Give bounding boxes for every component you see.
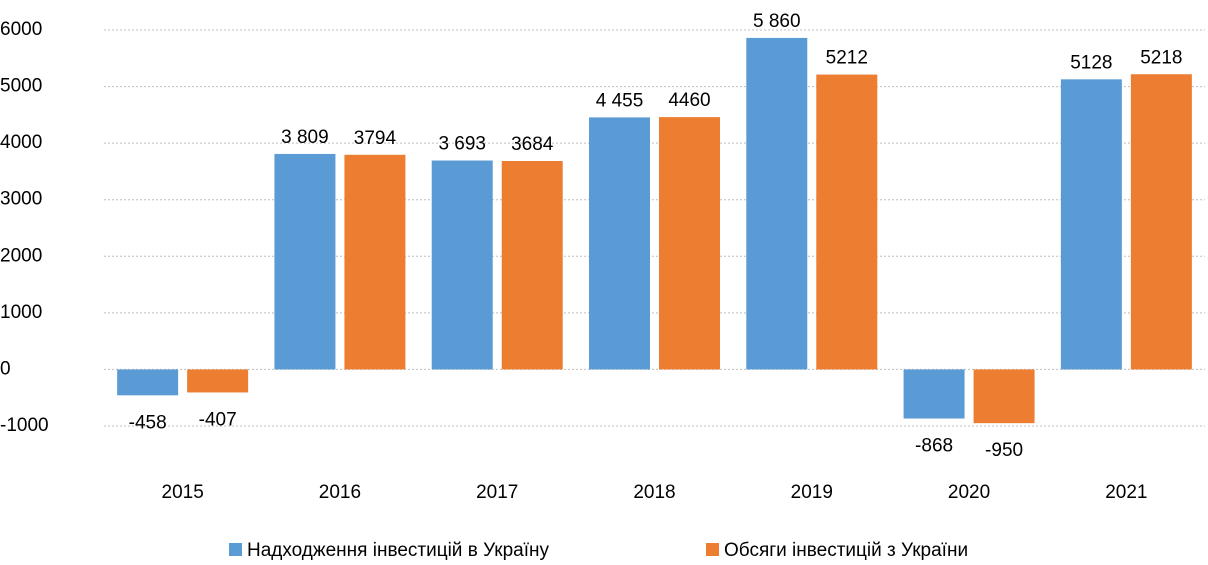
y-tick-label: 6000 xyxy=(0,19,42,40)
x-tick-label: 2021 xyxy=(1105,482,1147,503)
x-tick-label: 2017 xyxy=(476,482,518,503)
bar xyxy=(274,153,336,370)
y-tick-label: 3000 xyxy=(0,189,42,210)
y-tick-label: -1000 xyxy=(0,415,49,436)
data-label: 5218 xyxy=(1140,47,1182,68)
data-label: -407 xyxy=(199,409,237,430)
bar xyxy=(431,160,493,370)
data-label: 3684 xyxy=(511,134,554,155)
x-tick-label: 2015 xyxy=(162,482,204,503)
x-tick-label: 2020 xyxy=(948,482,990,503)
bar xyxy=(501,161,563,370)
y-tick-label: 0 xyxy=(0,358,11,379)
x-tick-label: 2019 xyxy=(791,482,833,503)
bar xyxy=(589,117,650,370)
data-label: 5 860 xyxy=(753,11,801,32)
x-tick-label: 2018 xyxy=(633,482,675,503)
bar xyxy=(903,369,965,419)
data-label: -950 xyxy=(985,440,1023,461)
data-label: 3 809 xyxy=(281,127,329,148)
legend-label: Надходження інвестицій в Україну xyxy=(247,540,550,561)
y-tick-label: 2000 xyxy=(0,245,42,266)
data-label: 3 693 xyxy=(438,134,486,155)
data-label: -868 xyxy=(915,436,953,457)
bar xyxy=(1130,74,1192,370)
bar xyxy=(1060,79,1122,370)
bar xyxy=(117,369,179,396)
bar xyxy=(746,37,808,370)
legend-swatch xyxy=(229,543,242,556)
legend-swatch xyxy=(706,543,719,556)
bar xyxy=(659,117,720,370)
y-tick-label: 1000 xyxy=(0,302,42,323)
bar xyxy=(816,74,878,370)
x-tick-label: 2016 xyxy=(319,482,361,503)
bar xyxy=(973,369,1035,424)
bar xyxy=(344,154,406,370)
data-label: 4460 xyxy=(668,90,710,111)
data-label: 5212 xyxy=(826,48,868,69)
data-label: 3794 xyxy=(354,128,397,149)
data-label: -458 xyxy=(129,412,167,433)
legend-label: Обсяги інвестицій з України xyxy=(724,540,968,561)
data-label: 4 455 xyxy=(596,90,644,111)
y-tick-label: 4000 xyxy=(0,132,42,153)
data-label: 5128 xyxy=(1070,52,1112,73)
bar xyxy=(187,369,249,393)
y-tick-label: 5000 xyxy=(0,76,42,97)
